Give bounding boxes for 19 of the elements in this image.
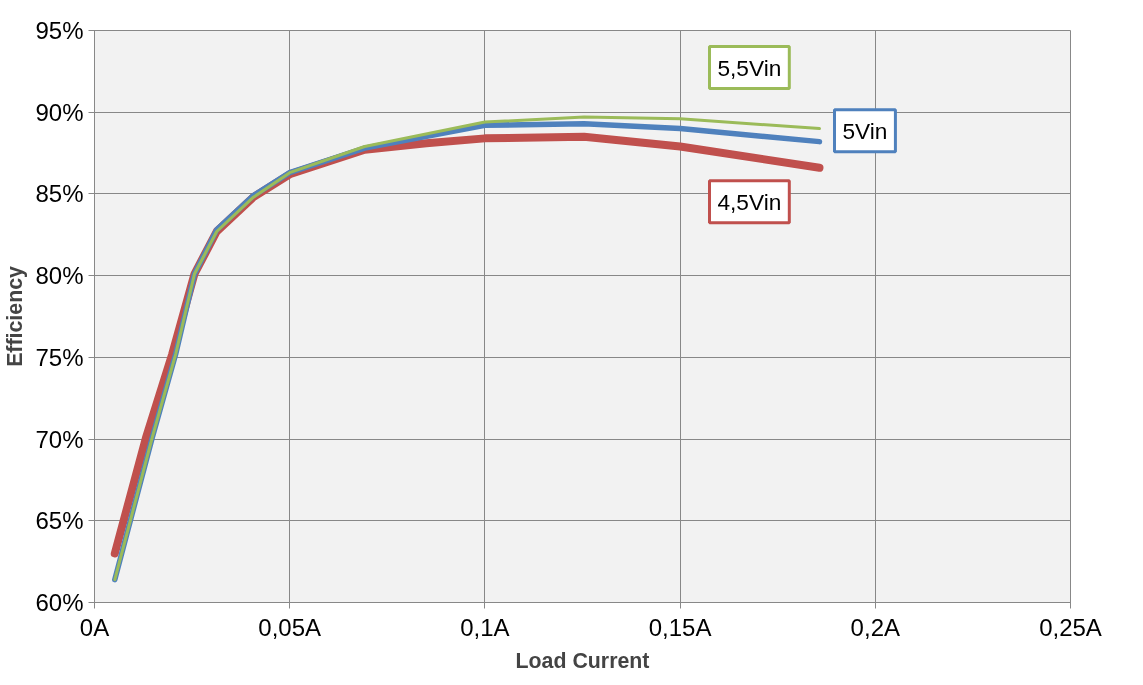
y-tick-label: 90% xyxy=(35,98,84,126)
y-tick-label: 85% xyxy=(35,180,84,208)
x-tick-label: 0,05A xyxy=(258,613,322,641)
x-tick-label: 0,2A xyxy=(850,613,900,641)
x-tick-label: 0A xyxy=(79,613,110,641)
y-tick-label: 75% xyxy=(35,343,84,371)
series-label: 5Vin xyxy=(842,117,888,144)
x-axis-title: Load Current xyxy=(515,648,650,673)
y-tick-label: 65% xyxy=(35,507,84,535)
x-tick-label: 0,15A xyxy=(648,613,712,641)
y-tick-label: 70% xyxy=(35,425,84,453)
series-label: 5,5Vin xyxy=(717,54,782,81)
y-tick-label: 80% xyxy=(35,262,84,290)
y-axis-title: Efficiency xyxy=(3,265,28,367)
y-tick-label: 60% xyxy=(35,589,84,616)
x-tick-label: 0,1A xyxy=(460,613,510,641)
series-label: 4,5Vin xyxy=(717,188,782,215)
x-tick-label: 0,25A xyxy=(1039,613,1102,641)
y-tick-label: 95% xyxy=(35,17,84,44)
